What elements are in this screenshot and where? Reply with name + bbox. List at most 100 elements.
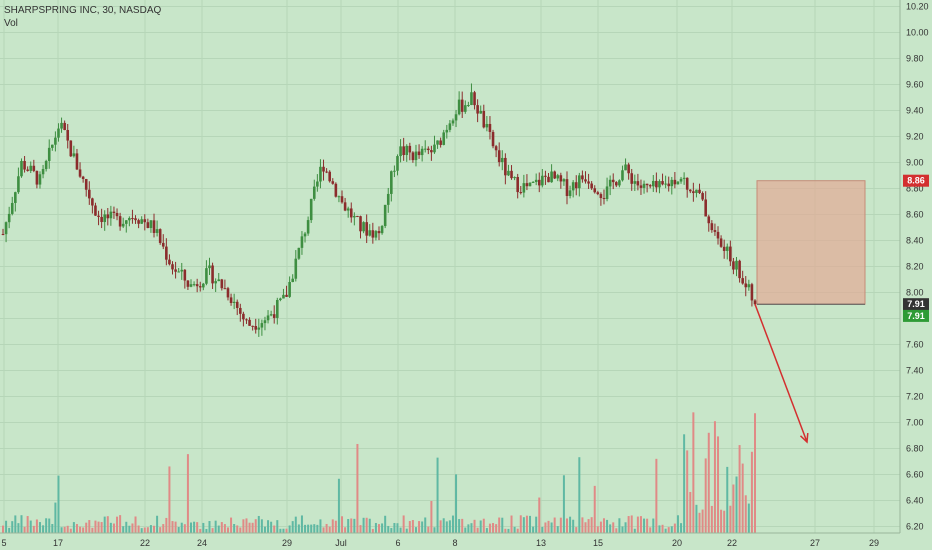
x-tick-label: 27 bbox=[810, 538, 820, 548]
volume-bar bbox=[405, 528, 408, 533]
candle-body bbox=[574, 182, 578, 189]
volume-bar bbox=[381, 523, 384, 533]
candle-body bbox=[667, 183, 671, 187]
candle-body bbox=[738, 260, 741, 279]
volume-bar bbox=[42, 525, 45, 533]
candle-body bbox=[174, 269, 177, 272]
volume-bar bbox=[596, 526, 599, 533]
candle-body bbox=[516, 177, 519, 193]
volume-bar bbox=[270, 521, 273, 533]
candle-body bbox=[605, 186, 609, 200]
volume-bar bbox=[411, 520, 414, 533]
volume-bar bbox=[461, 518, 464, 533]
volume-bar bbox=[183, 524, 186, 533]
candle-body bbox=[29, 165, 33, 171]
candle-body bbox=[251, 325, 254, 327]
volume-bar bbox=[353, 518, 356, 533]
volume-bar bbox=[162, 524, 165, 533]
candle-body bbox=[235, 301, 239, 308]
volume-bar bbox=[359, 525, 362, 533]
candle-body bbox=[457, 99, 461, 115]
candle-body bbox=[685, 177, 689, 190]
candle-body bbox=[701, 193, 704, 200]
candle-body bbox=[488, 123, 492, 132]
candle-body bbox=[704, 199, 707, 217]
candle-body bbox=[10, 202, 14, 214]
candle-body bbox=[186, 280, 190, 287]
volume-bar bbox=[448, 520, 451, 533]
volume-bar bbox=[535, 516, 538, 533]
candle-body bbox=[537, 179, 541, 186]
volume-bar bbox=[562, 475, 565, 533]
volume-bar bbox=[260, 519, 263, 533]
volume-bar bbox=[374, 522, 377, 533]
volume-bar bbox=[190, 522, 192, 533]
x-tick-label: 5 bbox=[1, 538, 6, 548]
volume-bar bbox=[495, 524, 498, 533]
candle-body bbox=[362, 222, 365, 232]
candle-body bbox=[32, 165, 36, 171]
candle-body bbox=[1, 234, 5, 235]
candle-body bbox=[353, 215, 356, 218]
volume-bar bbox=[661, 524, 664, 533]
candle-body bbox=[732, 261, 735, 270]
volume-bar bbox=[599, 521, 602, 533]
candle-body bbox=[275, 299, 279, 318]
volume-bar bbox=[519, 515, 522, 533]
y-tick-label: 8.00 bbox=[906, 288, 924, 298]
y-tick-label: 8.60 bbox=[906, 210, 924, 220]
candle-body bbox=[408, 145, 412, 153]
x-tick-label: 17 bbox=[53, 538, 63, 548]
candle-body bbox=[608, 179, 612, 187]
volume-bar bbox=[729, 505, 732, 533]
volume-bar bbox=[109, 522, 112, 533]
volume-bar bbox=[707, 432, 710, 533]
candle-body bbox=[269, 314, 273, 316]
candle-body bbox=[528, 182, 532, 187]
candle-body bbox=[559, 175, 563, 182]
volume-bar bbox=[710, 505, 713, 533]
volume-bar bbox=[85, 522, 88, 533]
candle-body bbox=[282, 294, 285, 299]
volume-bar bbox=[88, 520, 91, 533]
volume-bar bbox=[587, 519, 590, 533]
volume-bar bbox=[636, 516, 639, 533]
volume-bar bbox=[331, 519, 334, 533]
volume-bar bbox=[220, 522, 223, 533]
volume-bar bbox=[137, 525, 140, 533]
y-tick-label: 9.40 bbox=[906, 106, 924, 116]
volume-bar bbox=[433, 527, 436, 533]
volume-bar bbox=[553, 517, 556, 533]
drawings[interactable] bbox=[754, 180, 866, 444]
candle-body bbox=[639, 185, 643, 188]
candle-body bbox=[500, 157, 504, 163]
candle-body bbox=[128, 218, 131, 221]
volume-bar bbox=[442, 518, 445, 533]
candle-body bbox=[51, 144, 54, 148]
candle-body bbox=[168, 259, 171, 265]
volume-bar bbox=[143, 527, 146, 533]
volume-bar bbox=[427, 526, 430, 533]
volume-bar bbox=[313, 524, 316, 533]
candle-body bbox=[254, 325, 258, 330]
volume-bar bbox=[236, 525, 239, 533]
volume-bar bbox=[112, 523, 115, 533]
candle-body bbox=[272, 314, 276, 318]
volume-bar bbox=[8, 527, 11, 533]
candle-body bbox=[124, 220, 128, 224]
volume-bar bbox=[233, 523, 236, 533]
volume-bar bbox=[202, 522, 205, 533]
candle-body bbox=[325, 171, 328, 173]
candle-body bbox=[399, 146, 402, 157]
volume-bar bbox=[507, 528, 510, 533]
volume-bar bbox=[226, 527, 229, 533]
volume-bar bbox=[738, 445, 741, 533]
volume-bar bbox=[285, 528, 288, 533]
candle-body bbox=[41, 169, 45, 175]
volume-bar bbox=[57, 475, 60, 533]
volume-bar bbox=[609, 524, 612, 533]
candle-body bbox=[393, 170, 396, 172]
candle-body bbox=[343, 202, 347, 211]
candle-body bbox=[442, 132, 446, 145]
